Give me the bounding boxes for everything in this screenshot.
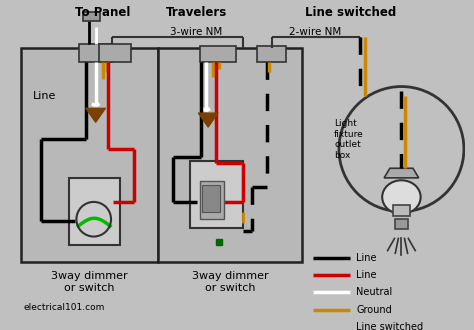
Text: Line switched: Line switched xyxy=(356,322,423,330)
Text: Neutral: Neutral xyxy=(356,287,392,297)
Text: Line switched: Line switched xyxy=(305,6,396,19)
FancyArrowPatch shape xyxy=(86,108,105,122)
Bar xyxy=(99,44,131,62)
Text: 3way dimmer
or switch: 3way dimmer or switch xyxy=(192,271,269,293)
Bar xyxy=(393,205,410,216)
Bar xyxy=(200,46,236,62)
Text: Line: Line xyxy=(356,253,377,263)
Bar xyxy=(69,178,120,245)
Text: Ground: Ground xyxy=(356,305,392,314)
Text: 3-wire NM: 3-wire NM xyxy=(171,27,223,37)
Bar xyxy=(200,181,224,219)
Bar xyxy=(190,161,243,228)
Bar xyxy=(79,44,112,62)
Bar xyxy=(395,219,408,229)
Text: Travelers: Travelers xyxy=(166,6,227,19)
Text: 3way dimmer
or switch: 3way dimmer or switch xyxy=(51,271,127,293)
Bar xyxy=(83,12,100,21)
Text: To Panel: To Panel xyxy=(75,6,130,19)
Text: Light
fixture
outlet
box: Light fixture outlet box xyxy=(334,119,364,159)
Bar xyxy=(257,46,286,62)
Text: electrical101.com: electrical101.com xyxy=(24,303,105,312)
Text: 2-wire NM: 2-wire NM xyxy=(289,27,341,37)
Text: Line: Line xyxy=(356,270,377,280)
FancyArrowPatch shape xyxy=(199,113,218,127)
Bar xyxy=(202,184,219,212)
Polygon shape xyxy=(384,168,419,178)
Bar xyxy=(158,48,302,262)
Text: Line: Line xyxy=(33,91,56,101)
Bar xyxy=(21,48,158,262)
Ellipse shape xyxy=(382,180,420,214)
